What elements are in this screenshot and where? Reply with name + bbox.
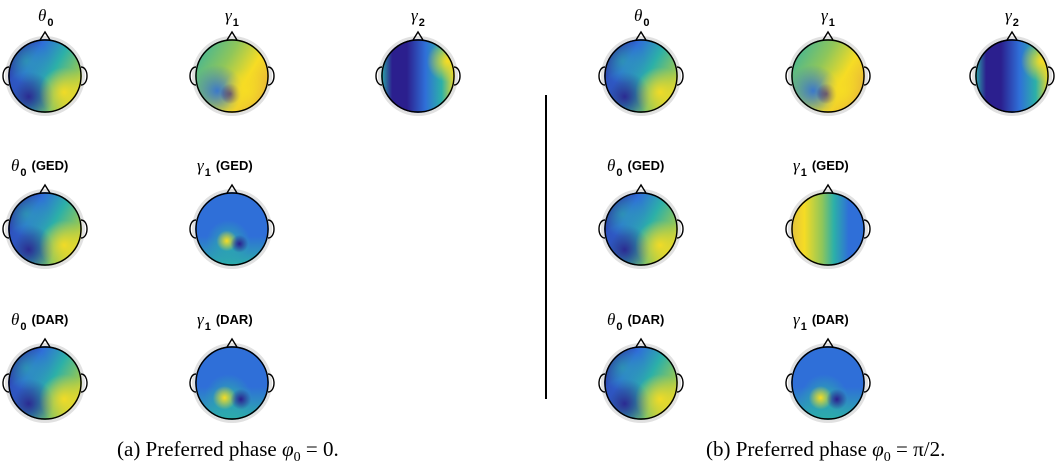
topomap-label: θ0 <box>634 6 650 29</box>
label-method: (DAR) <box>811 312 849 327</box>
label-subscript: 2 <box>1012 17 1019 29</box>
label-subscript: 0 <box>643 17 650 29</box>
label-method: (DAR) <box>31 312 69 327</box>
label-subscript: 0 <box>47 17 54 29</box>
topomap-b-r0-c2 <box>969 30 1055 116</box>
topomap-label: θ0 (DAR) <box>11 310 69 333</box>
label-symbol: θ <box>607 310 616 329</box>
topomap-label: γ2 <box>411 6 425 29</box>
label-subscript: 0 <box>616 167 623 179</box>
caption-prefix: (b) Preferred phase <box>706 437 873 461</box>
caption-math: φ <box>872 437 884 461</box>
caption-math: φ <box>282 437 294 461</box>
label-subscript: 1 <box>828 17 835 29</box>
label-symbol: γ <box>411 6 418 25</box>
label-subscript: 1 <box>232 17 239 29</box>
caption-suffix: = π/2. <box>890 437 946 461</box>
topomap-label: γ2 <box>1005 6 1019 29</box>
topomap-a-r2-c1 <box>189 337 275 423</box>
label-method: (DAR) <box>627 312 665 327</box>
label-symbol: θ <box>607 156 616 175</box>
caption-sub: 0 <box>293 450 301 466</box>
caption-sub: 0 <box>883 450 891 466</box>
label-symbol: γ <box>793 310 800 329</box>
label-subscript: 1 <box>800 167 807 179</box>
label-symbol: γ <box>793 156 800 175</box>
panel-caption: (a) Preferred phase φ0 = 0. <box>117 437 339 466</box>
topomap-b-r1-c1 <box>785 183 871 269</box>
topomap-label: γ1 (DAR) <box>197 310 253 333</box>
panel-divider <box>545 95 547 399</box>
topomap-a-r0-c0 <box>2 30 88 116</box>
topomap-label: γ1 <box>225 6 239 29</box>
label-method: (GED) <box>215 158 253 173</box>
topomap-label: γ1 <box>821 6 835 29</box>
label-subscript: 0 <box>616 321 623 333</box>
label-method: (DAR) <box>215 312 253 327</box>
label-subscript: 1 <box>204 321 211 333</box>
label-subscript: 2 <box>418 17 425 29</box>
topomap-b-r1-c0 <box>598 183 684 269</box>
caption-suffix: = 0. <box>300 437 339 461</box>
label-subscript: 0 <box>20 167 27 179</box>
topomap-a-r0-c2 <box>375 30 461 116</box>
panel-caption: (b) Preferred phase φ0 = π/2. <box>706 437 945 466</box>
label-subscript: 0 <box>20 321 27 333</box>
topomap-b-r0-c1 <box>785 30 871 116</box>
label-method: (GED) <box>31 158 69 173</box>
topomap-a-r1-c1 <box>189 183 275 269</box>
topomap-label: θ0 (GED) <box>607 156 665 179</box>
label-symbol: γ <box>1005 6 1012 25</box>
topomap-label: γ1 (GED) <box>197 156 253 179</box>
label-symbol: θ <box>11 310 20 329</box>
label-method: (GED) <box>811 158 849 173</box>
label-symbol: θ <box>11 156 20 175</box>
topomap-a-r0-c1 <box>189 30 275 116</box>
topomap-label: θ0 (GED) <box>11 156 69 179</box>
label-symbol: γ <box>197 310 204 329</box>
label-symbol: γ <box>821 6 828 25</box>
caption-prefix: (a) Preferred phase <box>117 437 282 461</box>
topomap-b-r0-c0 <box>598 30 684 116</box>
topomap-label: γ1 (DAR) <box>793 310 849 333</box>
label-symbol: γ <box>225 6 232 25</box>
label-method: (GED) <box>627 158 665 173</box>
topomap-b-r2-c1 <box>785 337 871 423</box>
label-symbol: θ <box>38 6 47 25</box>
label-symbol: θ <box>634 6 643 25</box>
topomap-label: γ1 (GED) <box>793 156 849 179</box>
topomap-a-r1-c0 <box>2 183 88 269</box>
topomap-label: θ0 <box>38 6 54 29</box>
label-subscript: 1 <box>800 321 807 333</box>
label-symbol: γ <box>197 156 204 175</box>
label-subscript: 1 <box>204 167 211 179</box>
topomap-b-r2-c0 <box>598 337 684 423</box>
topomap-label: θ0 (DAR) <box>607 310 665 333</box>
topomap-a-r2-c0 <box>2 337 88 423</box>
